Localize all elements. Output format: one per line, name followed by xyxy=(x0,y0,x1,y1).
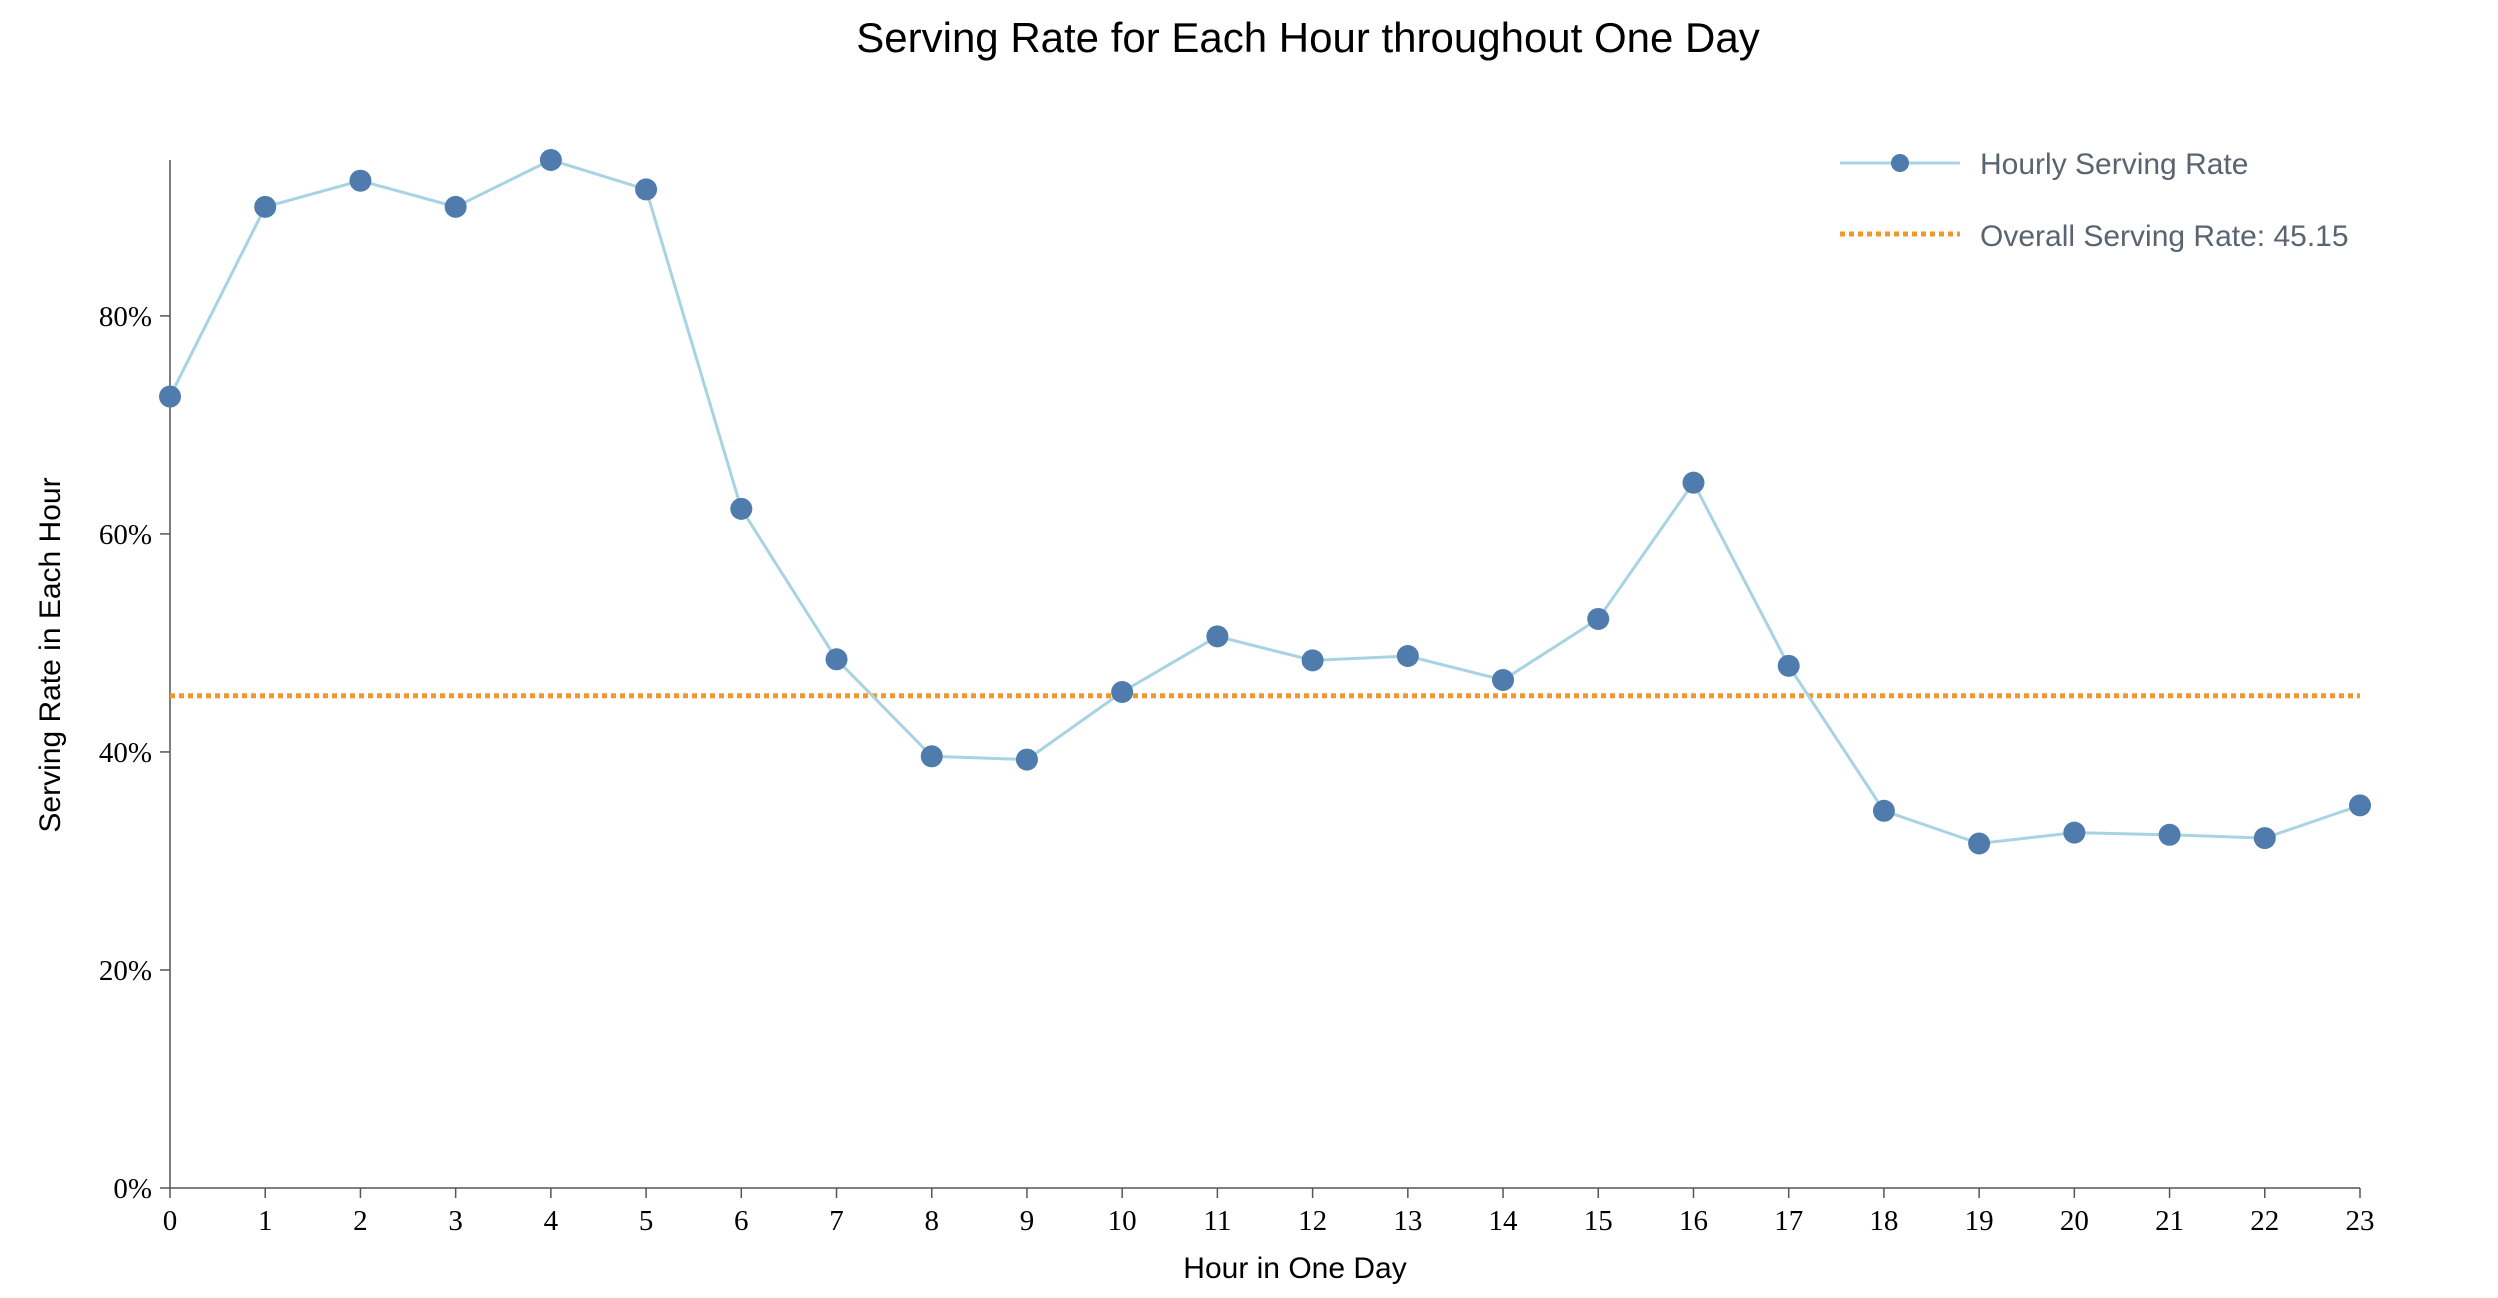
legend-label-series: Hourly Serving Rate xyxy=(1980,148,2248,181)
data-point xyxy=(159,385,181,408)
x-tick-label: 20 xyxy=(2060,1205,2089,1237)
x-tick-label: 19 xyxy=(1965,1205,1994,1237)
x-tick-label: 7 xyxy=(829,1205,844,1237)
data-point xyxy=(254,195,277,218)
y-axis: 0% 20% 40% 60% 80% xyxy=(99,160,171,1205)
data-point xyxy=(1301,649,1324,672)
chart-title: Serving Rate for Each Hour throughout On… xyxy=(856,14,1760,61)
y-tick-label: 60% xyxy=(99,519,152,551)
x-tick-label: 0 xyxy=(163,1205,178,1237)
data-point xyxy=(2063,821,2086,844)
data-point xyxy=(1777,654,1800,677)
data-point xyxy=(444,195,467,218)
x-tick-label: 2 xyxy=(353,1205,368,1237)
data-point xyxy=(1587,607,1610,630)
x-tick-label: 8 xyxy=(924,1205,939,1237)
data-point xyxy=(920,745,943,768)
x-tick-label: 15 xyxy=(1584,1205,1613,1237)
data-point xyxy=(1206,625,1229,648)
data-point xyxy=(1968,832,1991,855)
x-tick-label: 4 xyxy=(544,1205,559,1237)
x-tick-label: 23 xyxy=(2346,1205,2375,1237)
legend-label-reference: Overall Serving Rate: 45.15 xyxy=(1980,220,2349,253)
x-axis-title: Hour in One Day xyxy=(1183,1252,1406,1285)
data-point xyxy=(1111,680,1134,703)
y-tick-label: 20% xyxy=(99,955,152,987)
data-point xyxy=(1492,668,1515,691)
data-point xyxy=(1872,799,1895,822)
x-tick-label: 14 xyxy=(1489,1205,1519,1237)
x-tick-label: 17 xyxy=(1774,1205,1803,1237)
data-point xyxy=(730,497,753,520)
x-tick-label: 9 xyxy=(1020,1205,1035,1237)
x-tick-label: 10 xyxy=(1108,1205,1137,1237)
x-tick-label: 21 xyxy=(2155,1205,2184,1237)
data-point xyxy=(2253,827,2276,850)
legend: Hourly Serving Rate Overall Serving Rate… xyxy=(1840,148,2349,253)
data-point xyxy=(2349,794,2371,817)
y-tick-label: 80% xyxy=(99,301,152,333)
x-tick-label: 13 xyxy=(1393,1205,1422,1237)
y-axis-title: Serving Rate in Each Hour xyxy=(34,477,67,832)
series-layer xyxy=(159,149,2371,855)
x-tick-label: 11 xyxy=(1203,1205,1231,1237)
data-point xyxy=(1015,748,1038,771)
data-point xyxy=(825,648,848,671)
data-point xyxy=(539,149,562,171)
x-tick-label: 18 xyxy=(1869,1205,1898,1237)
x-tick-label: 5 xyxy=(639,1205,654,1237)
data-point xyxy=(349,169,372,192)
y-tick-label: 0% xyxy=(113,1173,152,1205)
series-line xyxy=(168,158,2361,846)
x-tick-label: 1 xyxy=(258,1205,273,1237)
data-point xyxy=(1682,471,1705,494)
data-point xyxy=(2158,823,2181,846)
y-tick-label: 40% xyxy=(99,737,152,769)
x-axis: 0 1 2 3 4 5 6 7 8 9 10 11 12 13 14 15 16 17 18 19 20 21 22 23 xyxy=(163,1187,2375,1237)
legend-marker-swatch xyxy=(1891,154,1909,172)
data-point xyxy=(1396,645,1419,668)
x-tick-label: 3 xyxy=(448,1205,463,1237)
x-tick-label: 22 xyxy=(2250,1205,2279,1237)
x-tick-label: 12 xyxy=(1298,1205,1327,1237)
data-point xyxy=(635,178,658,201)
x-tick-label: 6 xyxy=(734,1205,749,1237)
x-tick-label: 16 xyxy=(1679,1205,1708,1237)
